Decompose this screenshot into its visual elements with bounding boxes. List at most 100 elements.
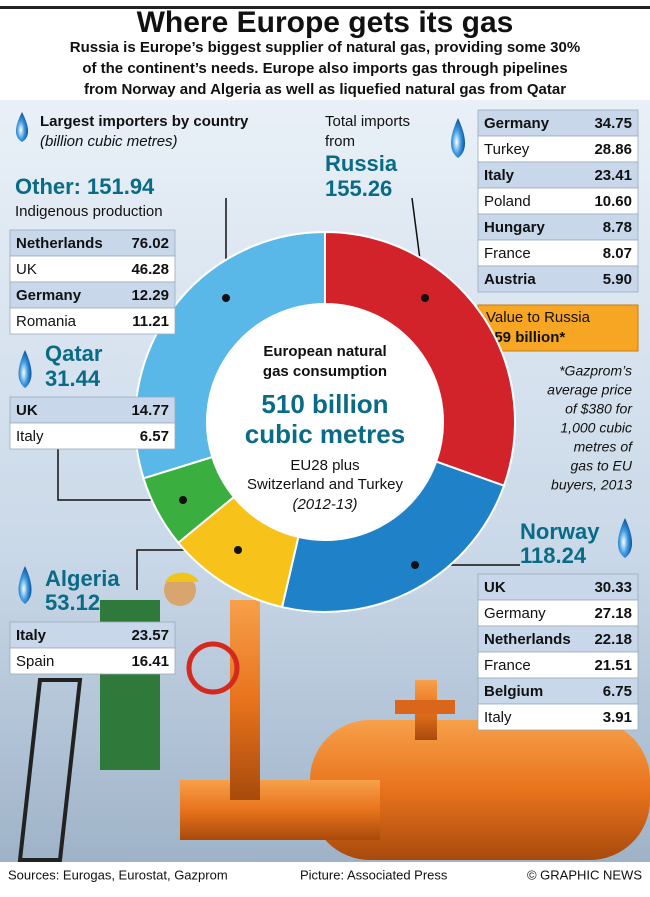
center-label: gas consumption: [263, 363, 387, 380]
footnote: gas to EU: [571, 458, 633, 474]
table-row: [9, 396, 176, 424]
table-country: Germany: [484, 605, 546, 622]
footnote: metres of: [574, 439, 634, 455]
table-row: [477, 703, 639, 731]
pointer-dot: [421, 294, 429, 302]
table-country: Netherlands: [16, 235, 103, 252]
footer-picture: Picture: Associated Press: [300, 867, 448, 882]
table-country: Italy: [484, 709, 512, 726]
table-country: Belgium: [484, 683, 543, 700]
table-row: [477, 109, 639, 137]
table-value: 16.41: [131, 653, 169, 670]
table-value: 21.51: [594, 657, 632, 674]
table-country: Hungary: [484, 219, 546, 236]
table-value: 76.02: [131, 235, 169, 252]
table-row: [477, 161, 639, 189]
legend-title: Largest importers by country: [40, 113, 249, 130]
table-row: [477, 239, 639, 267]
center-label: cubic metres: [245, 419, 405, 449]
callout-name: Russia: [325, 151, 398, 176]
russia-intro: from: [325, 133, 355, 150]
footer-source: Sources: Eurogas, Eurostat, Gazprom: [8, 867, 228, 882]
table-row: [9, 422, 176, 450]
footnote: average price: [547, 382, 632, 398]
subtitle: of the continent’s needs. Europe also im…: [82, 60, 567, 77]
table-row: [9, 621, 176, 649]
table-value: 34.75: [594, 115, 632, 132]
table-row: [477, 187, 639, 215]
table-country: France: [484, 657, 531, 674]
table-value: 12.29: [131, 287, 169, 304]
callout-name-text: Algeria: [45, 566, 120, 591]
center-label: 510 billion: [261, 389, 388, 419]
table-row: [477, 573, 639, 601]
other-note: Indigenous production: [15, 203, 163, 220]
callout-name-text: Norway: [520, 519, 600, 544]
footnote: 1,000 cubic: [560, 420, 632, 436]
subtitle: Russia is Europe’s biggest supplier of n…: [70, 39, 580, 56]
table-country: UK: [16, 261, 37, 278]
table-country: Spain: [16, 653, 54, 670]
table-value: 27.18: [594, 605, 632, 622]
center-label: EU28 plus: [290, 457, 359, 474]
table-country: Netherlands: [484, 631, 571, 648]
table-country: Austria: [484, 271, 536, 288]
table-country: Poland: [484, 193, 531, 210]
table-value: 22.18: [594, 631, 632, 648]
donut-segment: [324, 230, 516, 487]
table-row: [477, 135, 639, 163]
callout-value: 118.24: [520, 543, 587, 568]
footnote: buyers, 2013: [551, 477, 632, 493]
table-row: [477, 265, 639, 293]
callout-name: Qatar: [45, 341, 103, 366]
table-value: 23.57: [131, 627, 169, 644]
table-country: UK: [16, 402, 38, 419]
subtitle: from Norway and Algeria as well as lique…: [84, 81, 566, 98]
callout-name-text: Other:: [15, 174, 81, 199]
pointer-dot: [411, 561, 419, 569]
table-country: Germany: [484, 115, 550, 132]
drops: [16, 112, 632, 604]
callout-name-text: Russia: [325, 151, 398, 176]
value-box: [477, 304, 639, 352]
table-country: UK: [484, 579, 506, 596]
callout-name: Algeria: [45, 566, 120, 591]
callout-name: Other: 151.94: [15, 174, 155, 199]
table-value: 10.60: [594, 193, 632, 210]
russia-intro: Total imports: [325, 113, 410, 130]
table-country: Italy: [16, 428, 44, 445]
table-value: 8.78: [603, 219, 632, 236]
table-country: France: [484, 245, 531, 262]
title: Where Europe gets its gas: [137, 6, 514, 39]
table-value: 6.75: [603, 683, 632, 700]
pointer-dot: [234, 546, 242, 554]
table-value: 6.57: [140, 428, 169, 445]
table-country: Germany: [16, 287, 82, 304]
callout-value: 155.26: [325, 176, 392, 201]
pointer-dot: [179, 496, 187, 504]
table-row: [9, 229, 176, 257]
footer-credit: © GRAPHIC NEWS: [527, 867, 642, 882]
table-value: 30.33: [594, 579, 632, 596]
table-value: 8.07: [603, 245, 632, 262]
center-label: European natural: [263, 343, 386, 360]
value-box-value: $59 billion*: [486, 329, 565, 346]
pointer-dot: [222, 294, 230, 302]
table-country: Romania: [16, 313, 77, 330]
table-value: 5.90: [603, 271, 632, 288]
table-row: [9, 307, 176, 335]
center-label: (2012-13): [292, 496, 357, 513]
callout-name-text: Qatar: [45, 341, 103, 366]
table-value: 23.41: [594, 167, 632, 184]
table-row: [477, 213, 639, 241]
callout-value: 53.12: [45, 590, 100, 615]
units: (billion cubic metres): [40, 133, 178, 150]
footer-bg: [0, 862, 650, 892]
callout-value: 151.94: [87, 174, 155, 199]
footnote: *Gazprom’s: [559, 363, 632, 379]
value-box-label: Value to Russia: [486, 309, 591, 326]
table-row: [477, 677, 639, 705]
table-row: [477, 599, 639, 627]
